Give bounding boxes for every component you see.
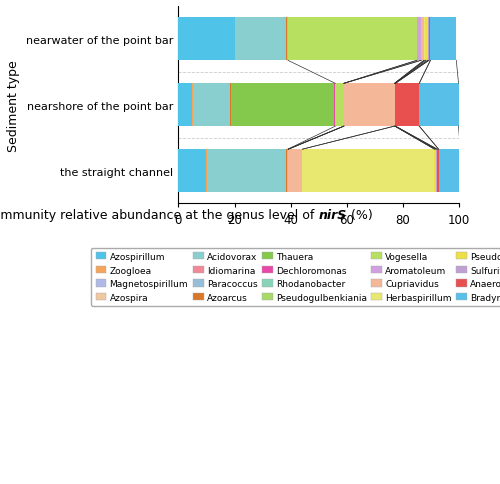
Bar [434,150,436,193]
Legend: Azospirillum, Zoogloea, Magnetospirillum, Azospira, Acidovorax, Idiomarina, Para: Azospirillum, Zoogloea, Magnetospirillum… [91,248,500,306]
Bar [426,18,428,61]
Bar [436,150,437,193]
Bar [230,84,334,127]
Bar [194,84,230,127]
Bar [419,84,459,127]
Text: (%): (%) [347,209,373,222]
Bar [428,18,429,61]
Bar [178,18,234,61]
Bar [236,18,286,61]
Bar [178,84,192,127]
Bar [421,18,424,61]
Bar [336,84,344,127]
Bar [178,150,206,193]
Bar [424,18,426,61]
Bar [438,150,460,193]
Text: Community relative abundance at the genus level of: Community relative abundance at the genu… [0,209,319,222]
Bar [344,84,395,127]
Bar [396,84,419,127]
Bar [208,150,286,193]
Bar [417,18,421,61]
Bar [429,18,430,61]
Bar [288,18,417,61]
Bar [288,150,302,193]
Bar [302,150,434,193]
Bar [430,18,456,61]
Bar [437,150,438,193]
Y-axis label: Sediment type: Sediment type [7,60,20,151]
Text: nirS: nirS [319,209,347,222]
